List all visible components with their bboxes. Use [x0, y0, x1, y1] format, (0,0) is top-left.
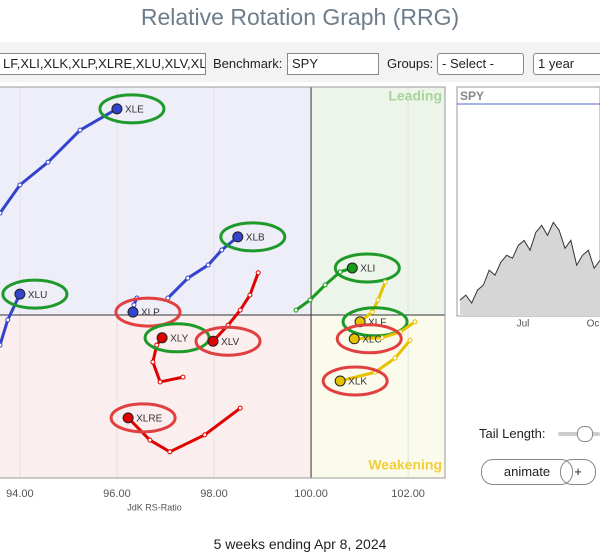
- mini-x-tick-label: Jul: [517, 319, 530, 330]
- series-label: XLU: [28, 290, 47, 301]
- quadrant-lagging: [0, 315, 312, 478]
- series-label: XLP: [141, 308, 160, 319]
- area-line: [459, 221, 600, 305]
- series-label: XLC: [362, 334, 381, 345]
- tail-line: [354, 320, 416, 341]
- tail-line: [359, 281, 387, 323]
- tail-point: [407, 337, 413, 343]
- tail-point: [237, 307, 243, 313]
- series-label: XLI: [360, 264, 375, 275]
- head-point: [348, 333, 360, 345]
- head-point: [334, 375, 346, 387]
- benchmark-input[interactable]: SPY: [287, 53, 379, 75]
- mini-title: SPY: [460, 89, 484, 103]
- head-point: [346, 262, 358, 274]
- quadrant-label: Weakening: [368, 457, 442, 473]
- tail-slider-knob[interactable]: [577, 426, 593, 442]
- tail-point: [219, 247, 225, 253]
- symbols-input[interactable]: LF,XLI,XLK,XLP,XLRE,XLU,XLV,XL: [0, 53, 206, 75]
- highlight-ring: [341, 306, 409, 338]
- mini-x-tick-label: Oc: [587, 319, 600, 330]
- tail-point: [205, 262, 211, 268]
- plus-button[interactable]: +: [560, 459, 596, 485]
- tail-line: [339, 339, 412, 383]
- tail-point: [45, 159, 51, 165]
- animate-button[interactable]: animate: [481, 459, 573, 485]
- highlight-ring: [333, 252, 401, 284]
- x-tick-label: 98.00: [200, 488, 228, 500]
- tail-point: [255, 270, 261, 276]
- tail-point: [77, 127, 83, 133]
- tail-point: [293, 307, 299, 313]
- tail-point: [202, 432, 208, 438]
- tail-point: [392, 355, 398, 361]
- x-tick-label: 102.00: [391, 488, 425, 500]
- series-label: XLB: [246, 233, 265, 244]
- tail-point: [307, 297, 313, 303]
- quadrant-label: Leading: [388, 88, 442, 104]
- highlight-ring: [98, 93, 166, 125]
- tail-point: [0, 210, 3, 216]
- quadrant-improving: [0, 87, 312, 316]
- tail-point: [247, 292, 253, 298]
- tail-point: [180, 374, 186, 380]
- tail-point: [0, 342, 3, 348]
- head-point: [127, 306, 139, 318]
- series-label: XLRE: [136, 413, 162, 424]
- highlight-ring: [109, 402, 177, 434]
- tail-point: [167, 449, 173, 455]
- tail-point: [322, 282, 328, 288]
- tail-point: [5, 317, 11, 323]
- period-select[interactable]: 1 year: [533, 53, 600, 75]
- groups-select[interactable]: - Select -: [437, 53, 524, 75]
- highlight-ring: [114, 296, 182, 328]
- tail-point: [150, 359, 156, 365]
- highlight-ring: [219, 221, 287, 253]
- tail-point: [237, 405, 243, 411]
- highlight-ring: [335, 323, 403, 355]
- head-point: [207, 335, 219, 347]
- tail-point: [157, 379, 163, 385]
- footer-text: 5 weeks ending Apr 8, 2024: [213, 536, 387, 552]
- groups-label: Groups:: [387, 56, 434, 71]
- benchmark-chart: SPY Jul Oc: [456, 86, 600, 330]
- highlight-ring: [321, 365, 389, 397]
- benchmark-label: Benchmark:: [213, 56, 283, 71]
- tail-point: [17, 182, 23, 188]
- head-point: [232, 231, 244, 243]
- x-tick-label: 100.00: [294, 488, 328, 500]
- x-tick-label: 94.00: [6, 488, 34, 500]
- series-label: XLK: [348, 377, 367, 388]
- head-point: [111, 103, 123, 115]
- head-point: [14, 288, 26, 300]
- tail-point: [147, 437, 153, 443]
- tail-length-label: Tail Length:: [479, 426, 546, 441]
- area-fill: [460, 222, 600, 316]
- series-label: XLE: [125, 104, 144, 115]
- series-label: XLY: [170, 333, 188, 344]
- x-tick-label: 96.00: [103, 488, 131, 500]
- head-point: [156, 332, 168, 344]
- x-axis-label: JdK RS-Ratio: [127, 502, 182, 512]
- quadrant-weakening: [311, 315, 445, 478]
- series-layer: XLE XLB XLU XLP XLY XLV XLRE XLI XLF XLC XLK: [0, 93, 418, 455]
- tail-point: [375, 297, 381, 303]
- series-label: XLV: [221, 337, 239, 348]
- tail-point: [185, 275, 191, 281]
- tail-point: [131, 302, 137, 308]
- tail-point: [369, 309, 375, 315]
- head-point: [122, 412, 134, 424]
- series-label: XLF: [368, 317, 386, 328]
- tail-point: [379, 335, 385, 341]
- tail-point: [412, 319, 418, 325]
- page-title: Relative Rotation Graph (RRG): [140, 4, 460, 30]
- plot-border: [0, 86, 446, 479]
- tail-point: [382, 279, 388, 285]
- highlight-ring: [194, 325, 262, 357]
- rrg-chart: 94.00 96.00 98.00 100.00 102.00 Leading Weaken…: [0, 86, 446, 512]
- highlight-ring: [1, 278, 69, 310]
